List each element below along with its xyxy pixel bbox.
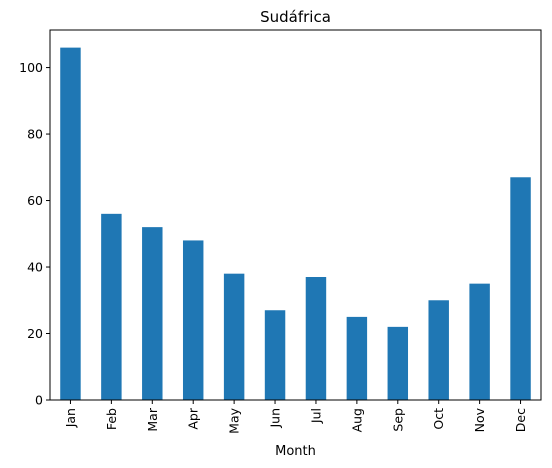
bar-jun (264, 310, 286, 400)
y-tick-label: 40 (27, 260, 43, 275)
y-tick-label: 80 (27, 127, 43, 142)
y-axis: 0 20 40 60 80 100 (19, 60, 50, 408)
chart-title: Sudáfrica (260, 8, 331, 26)
bar-feb (101, 213, 122, 400)
x-tick-label: Sep (390, 408, 405, 432)
bar-mar (142, 227, 163, 400)
bar-jul (305, 276, 327, 400)
x-axis: Jan Feb Mar Apr May Jun Jul Aug Sep Oct Nov Dec (63, 400, 528, 434)
x-tick-label: Aug (349, 408, 364, 432)
x-tick-label: Oct (431, 408, 446, 430)
plot-frame (49, 29, 542, 401)
y-tick-label: 100 (19, 60, 43, 75)
x-tick-label: Jul (308, 408, 323, 424)
x-tick-label: May (227, 407, 242, 433)
x-tick-label: Apr (186, 407, 201, 429)
x-tick-label: Mar (145, 407, 160, 431)
bar-oct (428, 300, 449, 400)
bar-apr (182, 240, 204, 400)
bar-sep (387, 326, 409, 400)
x-tick-label: Feb (104, 408, 119, 430)
bar-may (223, 273, 245, 400)
x-tick-label: Nov (472, 407, 487, 432)
bar-dec (510, 177, 531, 400)
bar-jan (60, 47, 81, 400)
bar-nov (469, 283, 490, 400)
bars (60, 47, 531, 400)
x-tick-label: Jan (63, 408, 78, 428)
x-axis-title: Month (275, 444, 316, 459)
y-tick-label: 60 (27, 193, 43, 208)
x-tick-label: Dec (513, 408, 528, 432)
x-tick-label: Jun (268, 408, 283, 429)
y-tick-label: 20 (27, 326, 43, 341)
bar-aug (346, 316, 368, 400)
y-tick-label: 0 (35, 393, 43, 408)
